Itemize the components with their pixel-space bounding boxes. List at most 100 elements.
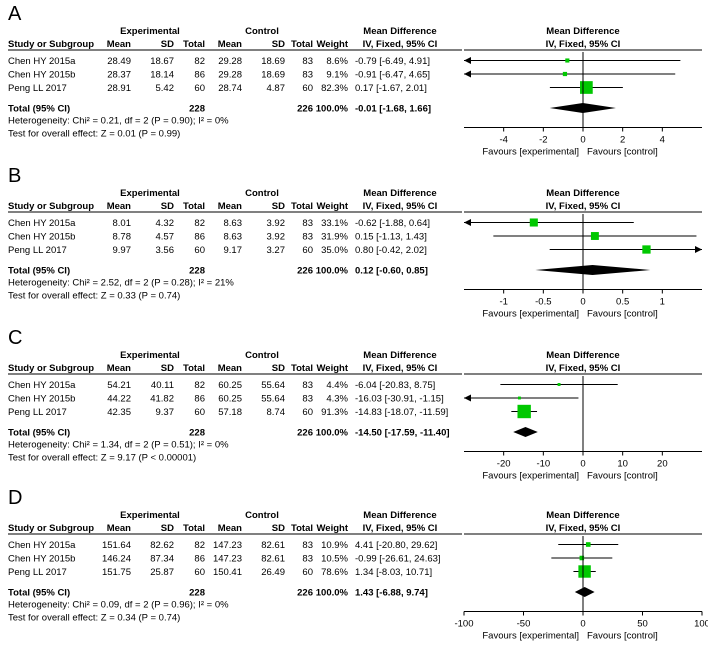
heterogeneity-text: Heterogeneity: Chi² = 0.09, df = 2 (P = … (8, 600, 229, 611)
ctrl-sd: 82.61 (261, 540, 285, 551)
weight: 4.4% (326, 380, 348, 391)
total-label: Total (95% CI) (8, 266, 70, 277)
header-plot-sub: IV, Fixed, 95% CI (546, 363, 621, 374)
exp-total: 60 (194, 83, 205, 94)
ci-arrow-left (464, 70, 471, 78)
mean-difference-ci: 1.34 [-8.03, 10.71] (355, 567, 432, 578)
header-experimental: Experimental (120, 350, 180, 361)
header-ctrl-total: Total (291, 39, 313, 50)
header-study: Study or Subgroup (8, 523, 94, 534)
ctrl-sd: 4.87 (267, 83, 286, 94)
header-ctrl-sd: SD (272, 39, 285, 50)
header-ctrl-mean: Mean (218, 201, 242, 212)
ctrl-total: 83 (302, 540, 313, 551)
exp-sd: 18.14 (150, 70, 174, 81)
ctrl-sd: 55.64 (261, 394, 285, 405)
heterogeneity-text: Heterogeneity: Chi² = 0.21, df = 2 (P = … (8, 116, 229, 127)
overall-effect-text: Test for overall effect: Z = 0.33 (P = 0… (8, 291, 180, 302)
header-plot-mean-difference: Mean Difference (546, 350, 619, 361)
mean-difference-ci: 0.80 [-0.42, 2.02] (355, 245, 427, 256)
study-name: Chen HY 2015a (8, 380, 76, 391)
header-control: Control (245, 188, 279, 199)
ctrl-sd: 55.64 (261, 380, 285, 391)
header-ctrl-sd: SD (272, 523, 285, 534)
study-name: Chen HY 2015a (8, 540, 76, 551)
total-ci: -0.01 [-1.68, 1.66] (355, 104, 431, 115)
favours-experimental: Favours [experimental] (482, 147, 579, 158)
ctrl-mean: 57.18 (218, 407, 242, 418)
study-marker (580, 81, 593, 94)
total-exp: 228 (189, 588, 205, 599)
ctrl-sd: 18.69 (261, 56, 285, 67)
header-plot-mean-difference: Mean Difference (546, 510, 619, 521)
ctrl-total: 83 (302, 56, 313, 67)
exp-total: 86 (194, 232, 205, 243)
ci-arrow-right (695, 246, 702, 253)
ctrl-sd: 18.69 (261, 70, 285, 81)
overall-effect-text: Test for overall effect: Z = 9.17 (P < 0… (8, 453, 196, 464)
total-weight: 100.0% (316, 266, 349, 277)
study-name: Peng LL 2017 (8, 83, 67, 94)
exp-mean: 9.97 (113, 245, 132, 256)
header-md-sub: IV, Fixed, 95% CI (363, 39, 438, 50)
exp-sd: 3.56 (156, 245, 175, 256)
exp-sd: 4.32 (156, 218, 175, 229)
ctrl-mean: 60.25 (218, 380, 242, 391)
exp-total: 60 (194, 407, 205, 418)
study-marker (557, 383, 561, 386)
study-name: Peng LL 2017 (8, 567, 67, 578)
study-marker (642, 245, 651, 254)
exp-mean: 28.37 (107, 70, 131, 81)
exp-mean: 151.64 (102, 540, 131, 551)
x-tick-label: 20 (657, 459, 668, 470)
ctrl-mean: 29.28 (218, 56, 242, 67)
header-exp-total: Total (183, 363, 205, 374)
weight: 35.0% (321, 245, 348, 256)
total-ci: 1.43 [-6.88, 9.74] (355, 588, 428, 599)
ctrl-total: 60 (302, 83, 313, 94)
header-mean-difference: Mean Difference (363, 188, 436, 199)
ci-arrow-left (464, 57, 471, 64)
mean-difference-ci: -16.03 [-30.91, -1.15] (355, 394, 444, 405)
mean-difference-ci: -0.99 [-26.61, 24.63] (355, 554, 441, 565)
header-exp-mean: Mean (107, 523, 131, 534)
ctrl-total: 83 (302, 218, 313, 229)
x-tick-label: -0.5 (535, 297, 551, 308)
header-ctrl-mean: Mean (218, 39, 242, 50)
study-marker (517, 404, 531, 419)
header-exp-sd: SD (161, 201, 174, 212)
ctrl-mean: 28.74 (218, 83, 242, 94)
total-exp: 228 (189, 104, 205, 115)
header-exp-mean: Mean (107, 363, 131, 374)
header-exp-mean: Mean (107, 39, 131, 50)
x-tick-label: 0 (580, 459, 585, 470)
header-control: Control (245, 510, 279, 521)
study-name: Chen HY 2015b (8, 70, 75, 81)
header-md-sub: IV, Fixed, 95% CI (363, 363, 438, 374)
ctrl-sd: 3.92 (267, 232, 286, 243)
x-tick-label: 0.5 (616, 297, 629, 308)
summary-diamond (535, 265, 651, 275)
ctrl-total: 83 (302, 380, 313, 391)
study-marker (562, 71, 568, 77)
ctrl-mean: 9.17 (224, 245, 243, 256)
x-tick-label: 1 (660, 297, 665, 308)
exp-mean: 8.01 (113, 218, 132, 229)
exp-mean: 28.91 (107, 83, 131, 94)
weight: 10.9% (321, 540, 348, 551)
header-ctrl-mean: Mean (218, 523, 242, 534)
header-exp-mean: Mean (107, 201, 131, 212)
ctrl-total: 60 (302, 567, 313, 578)
ctrl-total: 60 (302, 245, 313, 256)
ctrl-sd: 82.61 (261, 554, 285, 565)
x-tick-label: 50 (637, 619, 648, 630)
weight: 82.3% (321, 83, 348, 94)
study-marker (590, 232, 599, 240)
header-ctrl-total: Total (291, 201, 313, 212)
header-exp-sd: SD (161, 523, 174, 534)
overall-effect-text: Test for overall effect: Z = 0.34 (P = 0… (8, 613, 180, 624)
weight: 4.3% (326, 394, 348, 405)
ctrl-mean: 150.41 (213, 567, 242, 578)
exp-mean: 146.24 (102, 554, 131, 565)
